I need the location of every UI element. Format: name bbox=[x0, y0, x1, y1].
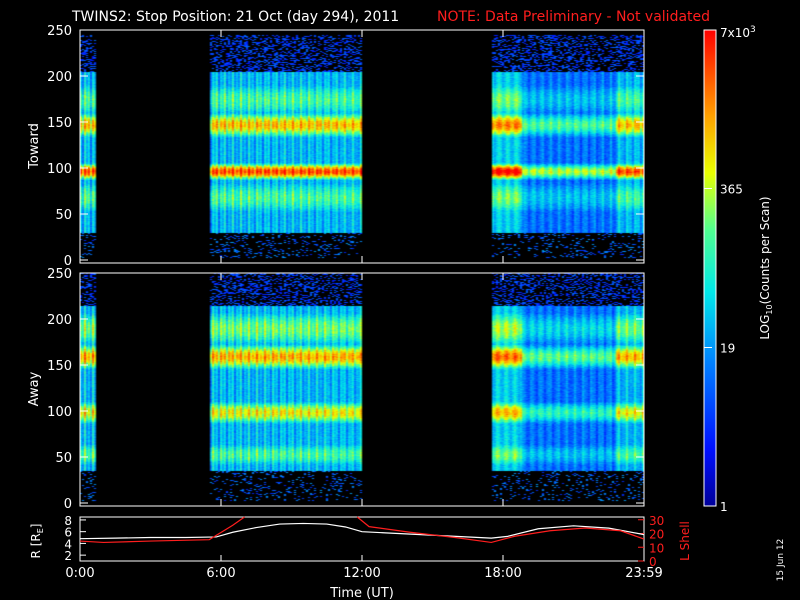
orbit-right-tick-label: 20 bbox=[649, 528, 664, 542]
ytick-label-toward: 100 bbox=[47, 162, 72, 177]
lshell-line bbox=[356, 516, 644, 544]
orbit-r-label: R [RE] bbox=[29, 524, 45, 559]
toward-ylabel: Toward bbox=[27, 123, 42, 170]
xtick-label: 18:00 bbox=[484, 566, 521, 581]
away-spectrogram bbox=[80, 273, 644, 506]
ytick-label-toward: 250 bbox=[47, 24, 72, 39]
orbit-lshell-label: L Shell bbox=[678, 521, 692, 561]
xtick-label: 6:00 bbox=[206, 566, 235, 581]
orbit-left-tick-label: 4 bbox=[64, 537, 72, 551]
r-distance-line bbox=[80, 522, 644, 540]
ytick-label-away: 150 bbox=[47, 359, 72, 374]
ytick-label-toward: 200 bbox=[47, 70, 72, 85]
chart-title: TWINS2: Stop Position: 21 Oct (day 294),… bbox=[71, 9, 399, 25]
colorbar-tick-label: 365 bbox=[720, 183, 743, 197]
away-ylabel: Away bbox=[27, 371, 42, 406]
ytick-label-toward: 150 bbox=[47, 116, 72, 131]
ytick-label-away: 0 bbox=[64, 497, 72, 512]
orbit-left-tick-label: 6 bbox=[64, 526, 72, 540]
lshell-line bbox=[80, 516, 245, 544]
xtick-label: 23:59 bbox=[625, 566, 662, 581]
orbit-left-tick-label: 2 bbox=[64, 549, 72, 563]
xtick-label: 12:00 bbox=[343, 566, 380, 581]
ytick-label-away: 200 bbox=[47, 313, 72, 328]
ytick-label-toward: 0 bbox=[64, 254, 72, 269]
orbit-lines bbox=[80, 516, 644, 544]
colorbar-tick-label: 19 bbox=[720, 341, 735, 355]
ytick-label-toward: 50 bbox=[55, 208, 72, 223]
orbit-left-tick-label: 8 bbox=[64, 514, 72, 528]
orbit-right-tick-label: 30 bbox=[649, 514, 664, 528]
ytick-label-away: 250 bbox=[47, 267, 72, 282]
colorbar bbox=[703, 29, 717, 507]
colorbar-tick-label: 1 bbox=[720, 500, 728, 514]
orbit-right-tick-label: 10 bbox=[649, 541, 664, 555]
data-note: NOTE: Data Preliminary - Not validated bbox=[437, 9, 710, 25]
side-date: 15 Jun 12 bbox=[776, 539, 786, 582]
colorbar-tick-label: 7x103 bbox=[720, 25, 756, 40]
xtick-label: 0:00 bbox=[65, 566, 94, 581]
orbit-right-tick-label: 0 bbox=[649, 555, 657, 569]
colorbar-label: LOG10(Counts per Scan) bbox=[758, 196, 774, 339]
ytick-label-away: 100 bbox=[47, 405, 72, 420]
ytick-label-away: 50 bbox=[55, 451, 72, 466]
toward-spectrogram bbox=[80, 30, 644, 263]
xaxis-label: Time (UT) bbox=[329, 586, 394, 600]
